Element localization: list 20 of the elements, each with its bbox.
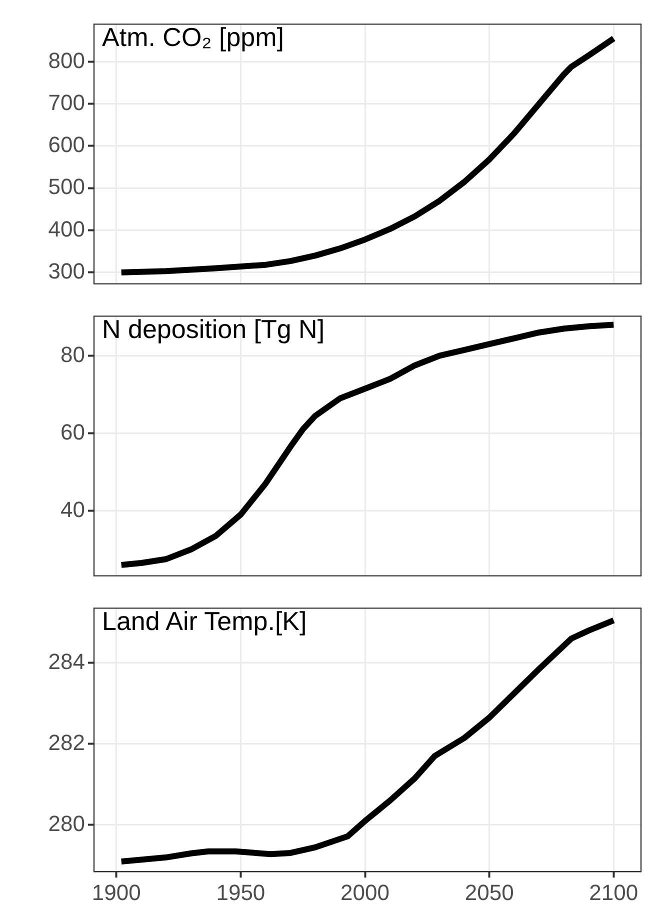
y-tick-label: 400 — [48, 216, 85, 242]
y-tick-label: 80 — [60, 342, 85, 367]
y-tick-label: 500 — [48, 174, 85, 200]
chart-title: N deposition [Tg N] — [102, 314, 325, 345]
y-tick-label: 800 — [48, 48, 85, 73]
y-tick-label: 600 — [48, 132, 85, 158]
y-tick-label: 284 — [48, 648, 85, 674]
x-tick-label: 1950 — [216, 880, 266, 905]
y-tick-label: 60 — [60, 419, 85, 444]
x-tick-label: 2000 — [340, 880, 390, 905]
x-tick-label: 2050 — [464, 880, 514, 905]
x-tick-label: 1900 — [92, 880, 141, 905]
x-tick-label: 2100 — [589, 880, 638, 905]
y-tick-label: 280 — [48, 811, 85, 836]
chart-title: Land Air Temp.[K] — [102, 606, 307, 637]
chart-title: Atm. CO₂ [ppm] — [102, 22, 284, 53]
y-tick-label: 40 — [60, 496, 85, 522]
y-tick-label: 700 — [48, 90, 85, 115]
y-tick-label: 300 — [48, 258, 85, 284]
y-tick-label: 282 — [48, 730, 85, 756]
